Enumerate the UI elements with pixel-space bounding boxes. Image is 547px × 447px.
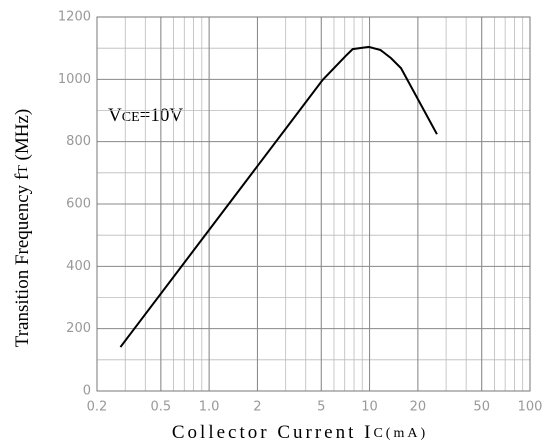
x-tick-label: 20 xyxy=(410,400,427,415)
x-label-part: C xyxy=(373,426,385,441)
plot-frame xyxy=(96,16,531,392)
y-tick-label: 400 xyxy=(66,259,91,274)
y-tick-label: 0 xyxy=(83,384,91,399)
y-axis-label: Transition Frequency fT (MHz) xyxy=(12,109,33,347)
y-label-part: (MHz) xyxy=(12,109,33,165)
x-label-part: (mA) xyxy=(386,426,428,441)
line xyxy=(119,45,438,348)
x-tick-label: 5 xyxy=(317,400,325,415)
annotation-part: V xyxy=(108,105,122,126)
x-tick-label: 0.5 xyxy=(150,400,171,415)
x-tick-label: 0.2 xyxy=(87,400,108,415)
x-tick-label: 1.0 xyxy=(199,400,220,415)
y-tick-label: 1200 xyxy=(58,10,91,25)
y-tick-label: 1000 xyxy=(58,72,91,87)
x-tick-label: 100 xyxy=(518,400,543,415)
x-tick-label: 2 xyxy=(253,400,261,415)
x-tick-label: 10 xyxy=(361,400,378,415)
y-tick-label: 800 xyxy=(66,134,91,149)
y-label-part: T xyxy=(16,165,31,174)
x-label-part: Collector Current I xyxy=(172,422,374,443)
y-tick-label: 600 xyxy=(66,197,91,212)
y-tick-label: 200 xyxy=(66,321,91,336)
annotation-part: =10V xyxy=(140,105,184,126)
x-tick-label: 50 xyxy=(473,400,490,415)
y-label-part: Transition Frequency f xyxy=(12,173,33,347)
annotation-part: CE xyxy=(122,110,140,125)
x-axis-label: Collector Current IC(mA) xyxy=(172,422,428,443)
